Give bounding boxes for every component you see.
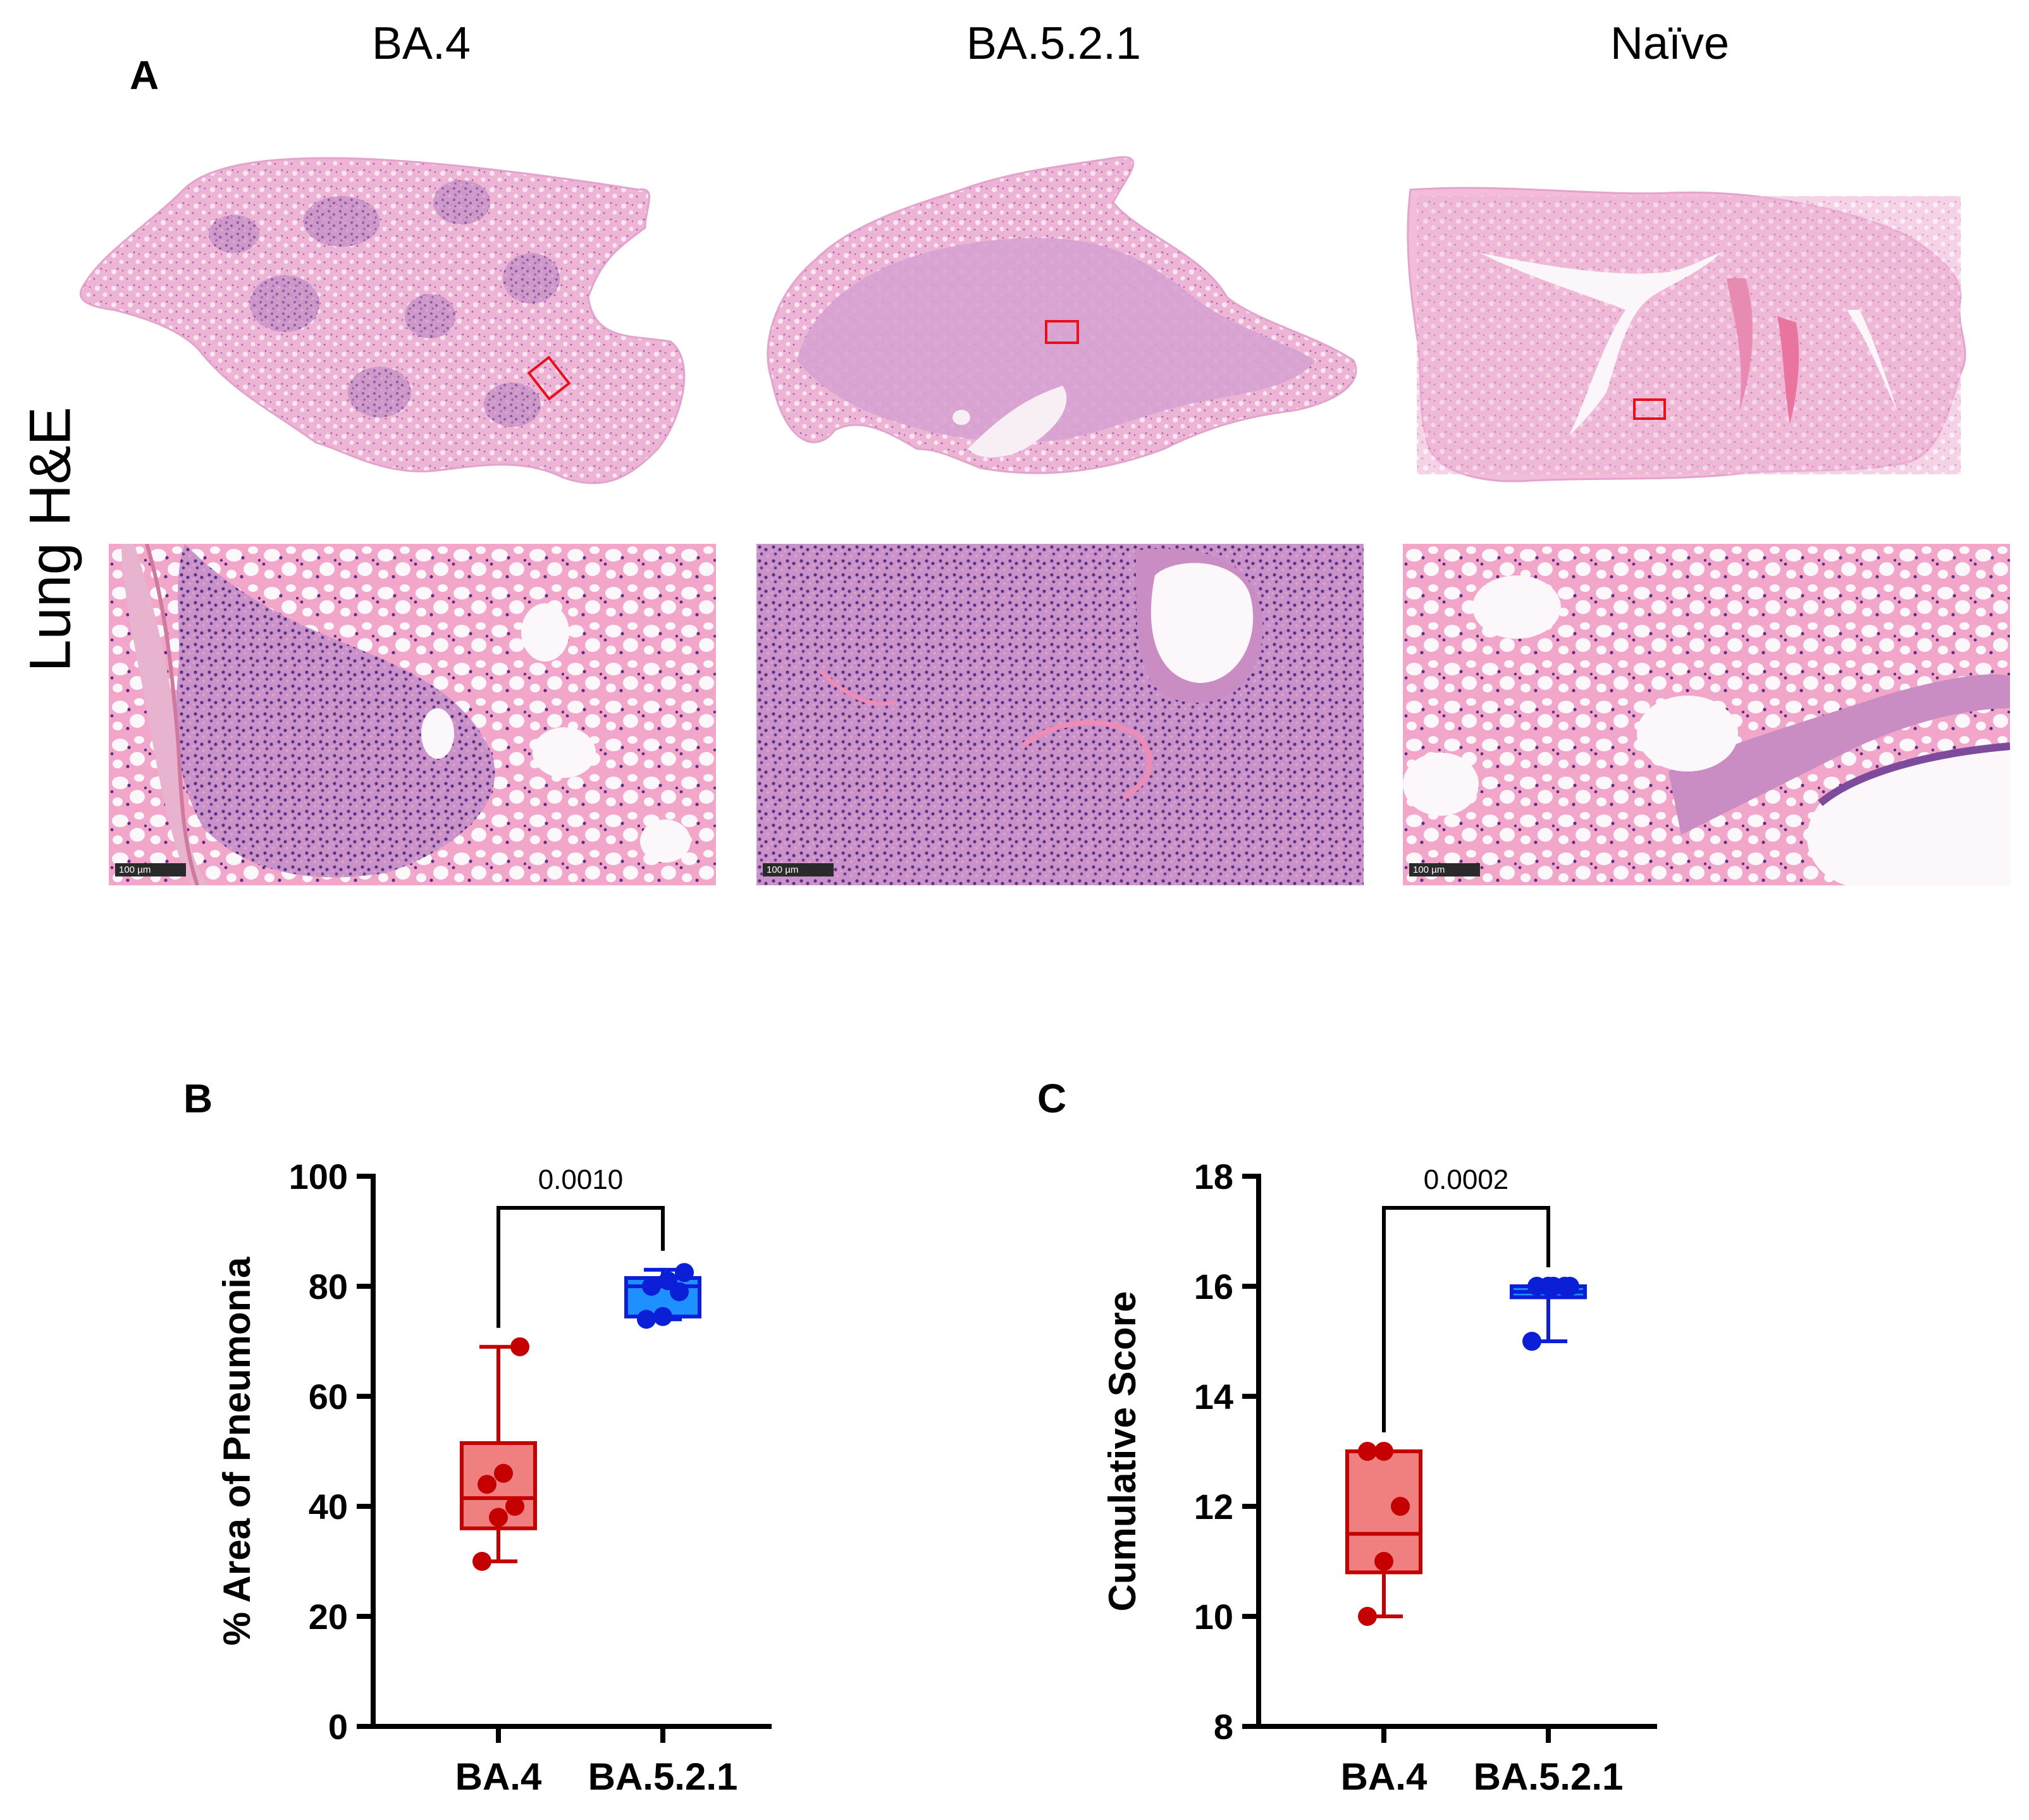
y-axis-label: Cumulative Score — [1101, 1291, 1144, 1612]
data-point — [1544, 1277, 1563, 1296]
lung-section-ba4 — [80, 157, 686, 484]
data-point — [1374, 1442, 1393, 1461]
lung-section-ba521 — [767, 156, 1357, 474]
data-point — [478, 1475, 496, 1494]
column-title-naive: Naïve — [1610, 18, 1730, 69]
micrograph-naive: 100 µm — [1403, 544, 2010, 885]
data-point — [1522, 1332, 1541, 1351]
y-tick-label: 8 — [1214, 1707, 1233, 1747]
p-value-label: 0.0010 — [538, 1164, 624, 1195]
y-tick-label: 14 — [1194, 1377, 1233, 1417]
y-tick-label: 80 — [309, 1267, 348, 1307]
y-tick-label: 16 — [1194, 1267, 1233, 1307]
data-point — [642, 1277, 661, 1296]
data-point — [505, 1497, 524, 1516]
box-ba521 — [624, 1263, 701, 1329]
data-point — [1391, 1497, 1410, 1516]
box-ba4 — [1345, 1442, 1422, 1626]
column-title-ba4: BA.4 — [371, 18, 471, 69]
panel-b-letter: B — [183, 1076, 213, 1121]
data-point — [1374, 1552, 1393, 1571]
significance-bracket — [1382, 1206, 1550, 1432]
y-tick-label: 60 — [309, 1377, 348, 1417]
y-tick-label: 12 — [1194, 1487, 1233, 1527]
data-point — [510, 1337, 529, 1356]
row-label-lung-he: Lung H&E — [18, 407, 83, 672]
data-point — [472, 1552, 491, 1571]
x-tick-label: BA.5.2.1 — [588, 1755, 738, 1798]
data-point — [494, 1463, 513, 1483]
data-point — [653, 1307, 672, 1326]
y-tick-label: 18 — [1194, 1157, 1233, 1196]
y-tick-label: 10 — [1194, 1597, 1233, 1637]
panel-c-letter: C — [1037, 1076, 1067, 1121]
data-point — [1560, 1277, 1579, 1296]
y-axis-label: % Area of Pneumonia — [216, 1257, 258, 1645]
scale-bar-naive: 100 µm — [1409, 863, 1480, 876]
x-tick-label: BA.4 — [455, 1755, 542, 1798]
panel-a-letter: A — [130, 52, 159, 98]
data-point — [675, 1263, 694, 1282]
chart-b-area-of-pneumonia: 0 20 40 60 80 100 % Area of Pneumonia BA.4 BA.5.… — [216, 1157, 772, 1798]
box-ba521 — [1510, 1277, 1587, 1351]
column-title-ba521: BA.5.2.1 — [966, 18, 1142, 69]
x-tick-label: BA.4 — [1341, 1755, 1428, 1798]
micrograph-ba4: 100 µm — [109, 544, 716, 885]
y-tick-label: 20 — [309, 1597, 348, 1637]
y-tick-label: 0 — [328, 1707, 348, 1747]
scale-bar-ba521: 100 µm — [763, 863, 834, 876]
y-tick-label: 40 — [309, 1487, 348, 1527]
box-ba4 — [460, 1337, 537, 1571]
chart-c-cumulative-score: 8 10 12 14 16 18 Cumulative Score BA.4 BA.5.2.1 0… — [1101, 1157, 1657, 1798]
x-tick-label: BA.5.2.1 — [1474, 1755, 1624, 1798]
scale-bar-ba4: 100 µm — [115, 863, 186, 876]
p-value-label: 0.0002 — [1424, 1164, 1509, 1195]
data-point — [1358, 1607, 1377, 1626]
data-point — [1358, 1442, 1377, 1461]
significance-bracket — [496, 1206, 665, 1328]
data-point — [637, 1310, 656, 1329]
y-tick-label: 100 — [289, 1157, 348, 1196]
data-point — [489, 1508, 508, 1527]
data-point — [658, 1271, 677, 1291]
data-point — [1527, 1277, 1546, 1296]
micrograph-ba521: 100 µm — [756, 544, 1364, 885]
lung-section-naive — [1407, 187, 1966, 483]
